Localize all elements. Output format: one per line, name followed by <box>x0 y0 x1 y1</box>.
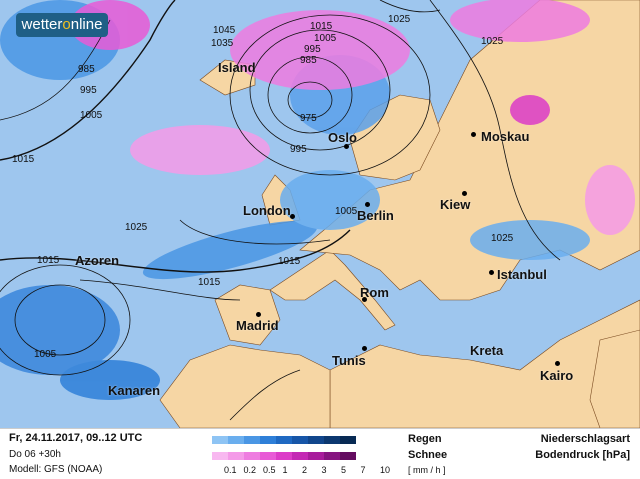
isobar-label: 1005 <box>335 206 358 217</box>
rain-color-swatch <box>276 436 292 444</box>
isobar-label: 995 <box>80 85 97 96</box>
snow-color-swatch <box>292 452 308 460</box>
isobar-label: 995 <box>290 144 307 155</box>
isobar-label: 1025 <box>491 233 514 244</box>
scale-tick: 3 <box>321 465 327 475</box>
city-label: Kiew <box>440 197 471 212</box>
rain-color-swatch <box>292 436 308 444</box>
city-marker <box>462 191 467 196</box>
isobar-label: 1005 <box>314 33 337 44</box>
isobar-label: 1025 <box>125 222 148 233</box>
snow-color-swatch <box>324 452 340 460</box>
legend-title-precip: Niederschlagsart <box>540 433 630 445</box>
snow-areas <box>70 0 635 235</box>
isobar-label: 985 <box>300 55 317 66</box>
rain-color-scale <box>212 436 356 444</box>
rain-color-swatch <box>244 436 260 444</box>
unit-label: [ mm / h ] <box>408 465 446 475</box>
isobar-label: 1005 <box>34 349 57 360</box>
city-marker <box>471 132 476 137</box>
city-label: Rom <box>360 285 389 300</box>
scale-tick: 0.5 <box>263 465 276 475</box>
scale-tick: 0.2 <box>243 465 257 475</box>
isobar-label: 1015 <box>37 255 60 266</box>
scale-tick: 7 <box>360 465 366 475</box>
city-marker <box>362 346 367 351</box>
map-graphics <box>0 0 640 428</box>
rain-color-swatch <box>340 436 356 444</box>
city-label: Oslo <box>328 130 357 145</box>
forecast-run: Do 06 +30h <box>9 449 61 460</box>
snow-color-swatch <box>308 452 324 460</box>
forecast-date: Fr, 24.11.2017, 09..12 UTC <box>9 432 143 444</box>
city-label: Kreta <box>470 343 504 358</box>
snow-color-swatch <box>340 452 356 460</box>
city-label: Island <box>218 60 256 75</box>
snow-label: Schnee <box>408 449 448 461</box>
rain-color-swatch <box>324 436 340 444</box>
city-marker <box>344 144 349 149</box>
snow-color-swatch <box>212 452 228 460</box>
city-marker <box>290 214 295 219</box>
snow-color-swatch <box>228 452 244 460</box>
isobar-label: 995 <box>304 44 321 55</box>
snow-color-swatch <box>244 452 260 460</box>
weather-map: wetteronline Island Oslo Moskau London Berli… <box>0 0 640 428</box>
scale-tick: 2 <box>302 465 308 475</box>
city-marker <box>365 202 370 207</box>
isobar-label: 1015 <box>310 21 333 32</box>
model-name: Modell: GFS (NOAA) <box>9 464 103 475</box>
city-label: Tunis <box>332 353 366 368</box>
city-marker <box>256 312 261 317</box>
city-label: London <box>243 203 291 218</box>
legend-footer: Fr, 24.11.2017, 09..12 UTC Do 06 +30h Mo… <box>0 428 640 479</box>
city-label: Istanbul <box>497 267 547 282</box>
isobar-label: 1045 <box>213 25 236 36</box>
isobar-label: 975 <box>300 113 317 124</box>
logo-text: wetter <box>21 16 63 33</box>
scale-tick: 10 <box>380 465 391 475</box>
wetteronline-logo[interactable]: wetteronline <box>16 13 108 37</box>
rain-color-swatch <box>260 436 276 444</box>
snow-color-swatch <box>276 452 292 460</box>
rain-color-swatch <box>228 436 244 444</box>
logo-o: o <box>62 16 71 33</box>
isobar-lines <box>0 0 561 421</box>
isobar-label: 1025 <box>388 14 411 25</box>
scale-tick: 5 <box>341 465 347 475</box>
isobar-label: 1015 <box>198 277 221 288</box>
isobar-label: 1025 <box>481 36 504 47</box>
city-label: Kairo <box>540 368 574 383</box>
logo-text: nline <box>70 16 103 33</box>
snow-color-scale <box>212 452 356 460</box>
scale-tick: 0.1 <box>224 465 237 475</box>
isobar-label: 1015 <box>278 256 301 267</box>
city-label: Berlin <box>357 208 394 223</box>
rain-color-swatch <box>212 436 228 444</box>
city-marker <box>489 270 494 275</box>
legend-title-pressure: Bodendruck [hPa] <box>535 449 630 461</box>
city-marker <box>362 297 367 302</box>
city-label: Azoren <box>75 253 120 268</box>
scale-tick: 1 <box>282 465 288 475</box>
snow-color-swatch <box>260 452 276 460</box>
city-marker <box>555 361 560 366</box>
isobar-label: 985 <box>78 64 95 75</box>
isobar-label: 1015 <box>12 154 35 165</box>
city-label: Madrid <box>236 318 279 333</box>
city-label: Moskau <box>481 129 530 144</box>
isobar-label: 1005 <box>80 110 103 121</box>
isobar-label: 1035 <box>211 38 234 49</box>
rain-label: Regen <box>408 433 442 445</box>
city-label: Kanaren <box>108 383 161 398</box>
rain-color-swatch <box>308 436 324 444</box>
